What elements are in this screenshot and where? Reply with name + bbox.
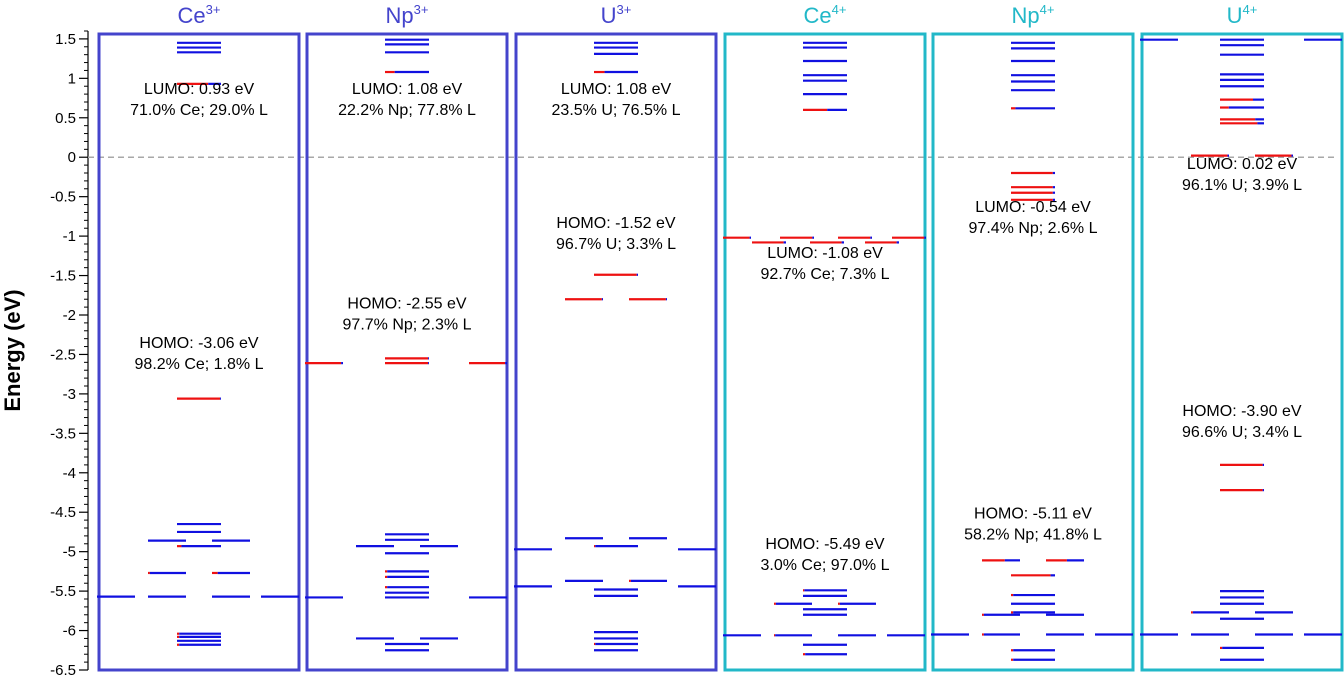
panel-title-base: U [601,3,617,28]
panel-title-base: Ce [178,3,206,28]
annotation-lumo-np4: 97.4% Np; 2.6% L [969,220,1098,237]
y-axis: Energy (eV) 1.5 1 0.5 0 -0.5 -1 -1.5 -2 -2.5 -3 -3… [0,30,89,676]
panel-title-charge: 3+ [206,2,221,17]
y-tick-label: -1 [63,228,76,245]
panel-title-base: Np [386,3,414,28]
panel-ce4: Ce4+ LUMO: -1.08 eV 92.7% Ce; 7.3% L HOMO: … [723,2,927,672]
y-tick-label: -6 [63,623,76,640]
panel-frame-np3 [305,32,509,672]
panel-frame-u4 [1140,32,1344,672]
annotation-lumo-ce4: LUMO: -1.08 eV [767,245,883,262]
panel-title-charge: 4+ [1243,2,1258,17]
panel-title-u3: U3+ [601,2,632,28]
panel-title-ce4: Ce4+ [804,2,847,28]
y-tick-label: -3.5 [50,425,76,442]
y-tick-label: 0.5 [55,110,76,127]
y-tick-label: -6.5 [50,662,76,676]
y-tick-label: -1.5 [50,268,76,285]
annotation-homo-np3: 97.7% Np; 2.3% L [343,316,472,333]
annotation-homo-np4: HOMO: -5.11 eV [974,505,1092,522]
annotation-homo-np3: HOMO: -2.55 eV [347,295,466,312]
panel-title-np4: Np4+ [1012,2,1055,28]
annotation-lumo-u4: LUMO: 0.02 eV [1187,156,1298,173]
panel-title-base: U [1227,3,1243,28]
panel-title-base: Np [1012,3,1040,28]
y-tick-label: -5 [63,544,76,561]
annotation-lumo-np3: 22.2% Np; 77.8% L [338,102,476,119]
annotation-lumo-np3: LUMO: 1.08 eV [352,81,463,98]
panel-np4: Np4+ LUMO: -0.54 eV 97.4% Np; 2.6% L HOMO: … [931,2,1135,672]
panel-title-charge: 4+ [832,2,847,17]
panel-np3: Np3+ LUMO: 1.08 eV 22.2% Np; 77.8% L HOMO: … [305,2,509,672]
y-tick-label: 1.5 [55,31,76,48]
y-tick-label: 1 [68,70,76,87]
y-tick-label: -0.5 [50,189,76,206]
panel-title-charge: 3+ [414,2,429,17]
panel-title-u4: U4+ [1227,2,1258,28]
annotation-homo-ce3: HOMO: -3.06 eV [139,335,258,352]
y-tick-label: -5.5 [50,583,76,600]
annotation-homo-u4: HOMO: -3.90 eV [1182,403,1301,420]
y-tick-label: -2.5 [50,346,76,363]
y-tick-label: -4.5 [50,504,76,521]
y-axis-label: Energy (eV) [0,289,25,411]
annotation-homo-ce4: HOMO: -5.49 eV [765,536,884,553]
annotation-homo-u4: 96.6% U; 3.4% L [1182,424,1302,441]
panel-frame-np4 [931,32,1135,672]
panel-frame-ce3 [97,32,301,672]
panel-title-charge: 4+ [1040,2,1055,17]
panel-frame-u3 [514,32,718,672]
y-tick-label: -2 [63,307,76,324]
y-tick-label: 0 [68,149,76,166]
panel-u4: U4+ LUMO: 0.02 eV 96.1% U; 3.9% L HOMO: -3.… [1140,2,1344,672]
panel-title-charge: 3+ [617,2,632,17]
annotation-lumo-ce3: LUMO: 0.93 eV [144,81,255,98]
annotation-homo-np4: 58.2% Np; 41.8% L [964,526,1102,543]
annotation-lumo-u3: 23.5% U; 76.5% L [552,102,681,119]
annotation-lumo-np4: LUMO: -0.54 eV [975,199,1091,216]
panel-u3: U3+ LUMO: 1.08 eV 23.5% U; 76.5% L HOMO: -1… [514,2,718,672]
annotation-homo-u3: HOMO: -1.52 eV [556,215,675,232]
panel-frame-ce4 [723,32,927,672]
annotation-lumo-u3: LUMO: 1.08 eV [561,81,672,98]
panel-title-base: Ce [804,3,832,28]
annotation-lumo-ce4: 92.7% Ce; 7.3% L [761,266,890,283]
annotation-lumo-ce3: 71.0% Ce; 29.0% L [130,102,268,119]
panel-ce3: Ce3+ LUMO: 0.93 eV 71.0% Ce; 29.0% L HOMO: … [97,2,301,672]
annotation-homo-ce3: 98.2% Ce; 1.8% L [135,356,264,373]
annotation-homo-u3: 96.7% U; 3.3% L [556,236,676,253]
panel-title-np3: Np3+ [386,2,429,28]
y-tick-label: -4 [63,465,76,482]
panel-title-ce3: Ce3+ [178,2,221,28]
annotation-homo-ce4: 3.0% Ce; 97.0% L [761,557,890,574]
annotation-lumo-u4: 96.1% U; 3.9% L [1182,177,1302,194]
y-tick-label: -3 [63,386,76,403]
